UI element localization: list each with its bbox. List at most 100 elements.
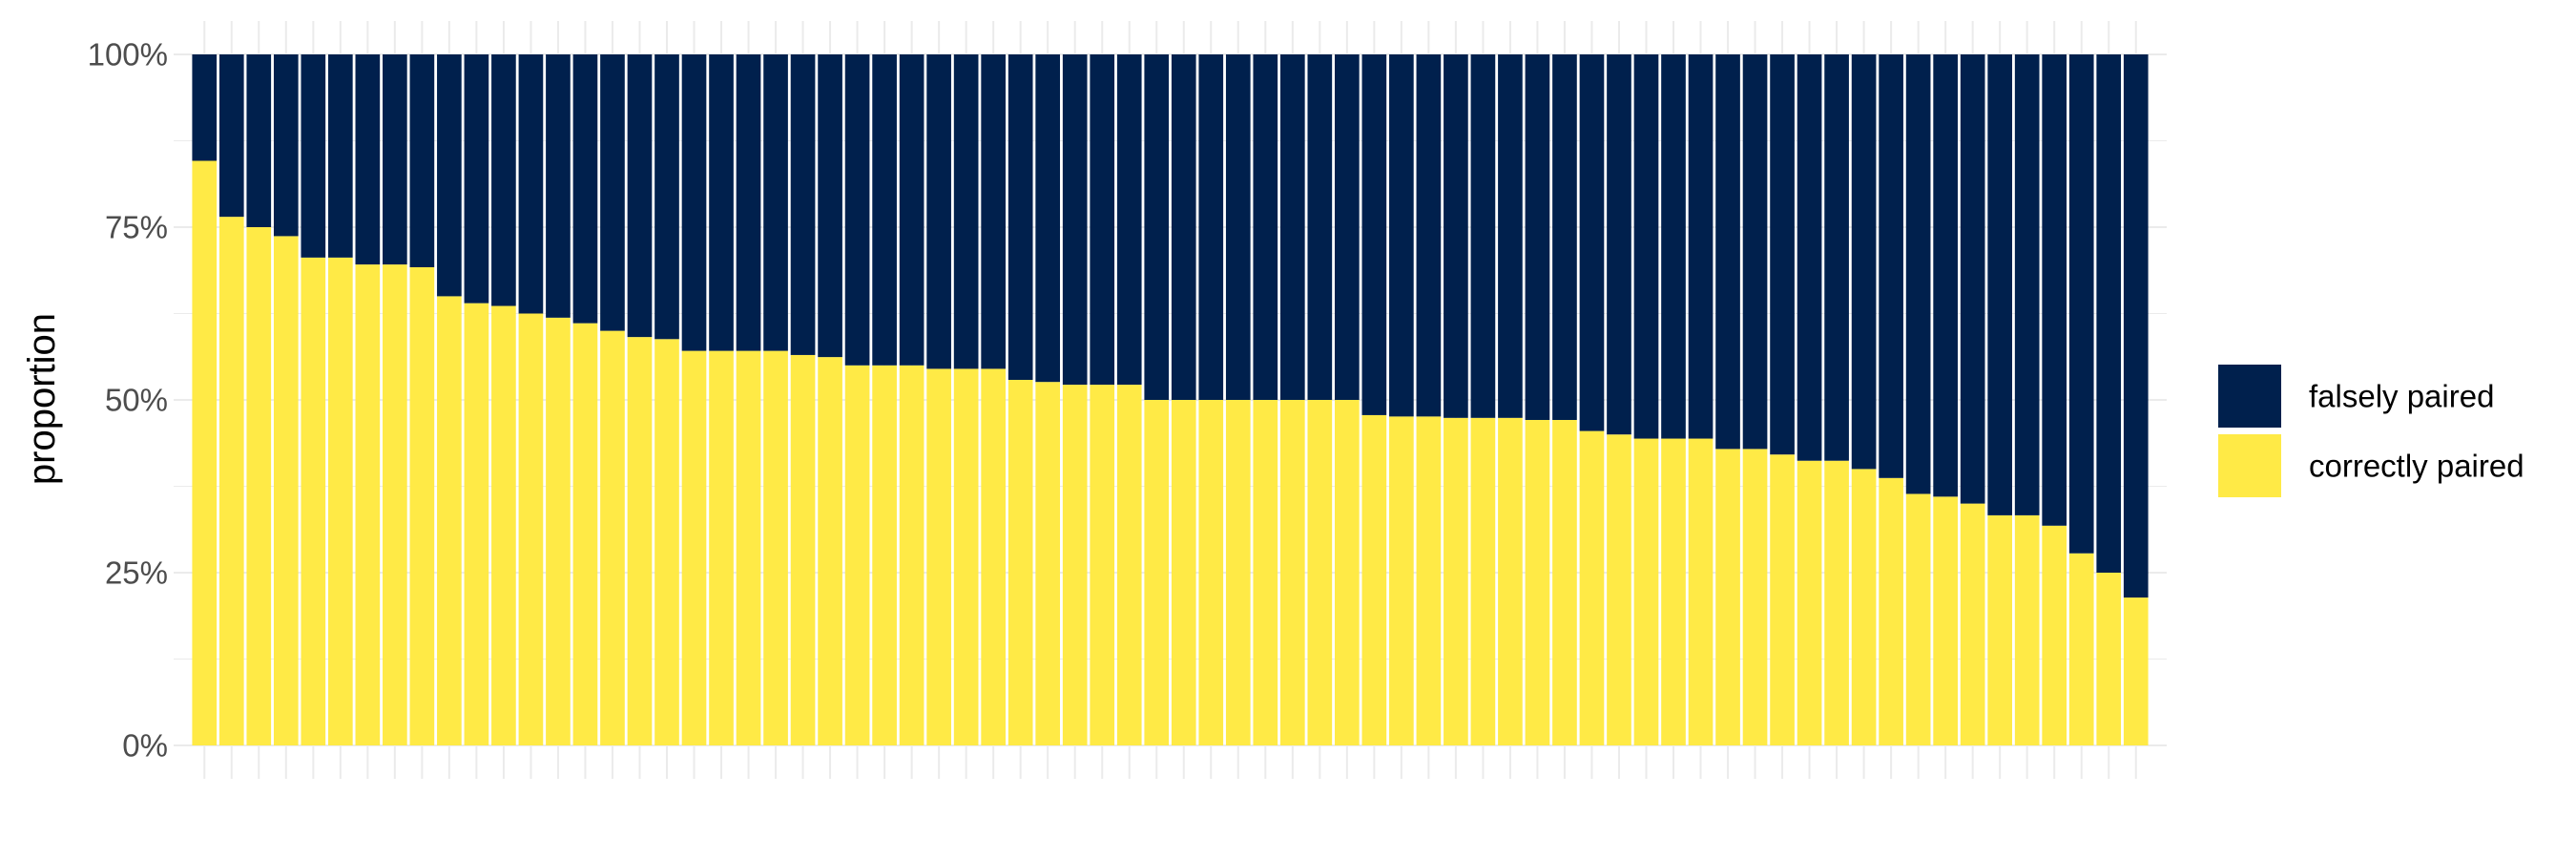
legend-label-falsely-paired: falsely paired [2309, 379, 2494, 414]
bar-correctly-paired [1688, 438, 1714, 745]
bar-falsely-paired [192, 54, 218, 161]
bar-correctly-paired [1552, 419, 1577, 745]
bar-falsely-paired [2014, 54, 2040, 515]
bar-correctly-paired [1633, 438, 1659, 745]
bar-falsely-paired [246, 54, 272, 227]
bar-falsely-paired [1279, 54, 1305, 400]
bar-falsely-paired [1987, 54, 2013, 515]
bar-correctly-paired [1090, 385, 1115, 745]
bar-correctly-paired [1116, 385, 1142, 745]
bar-falsely-paired [491, 54, 516, 306]
bar-correctly-paired [1905, 493, 1931, 745]
bar-correctly-paired [709, 350, 734, 745]
bar-correctly-paired [2042, 525, 2067, 745]
bar-falsely-paired [383, 54, 407, 265]
bar-correctly-paired [546, 317, 571, 745]
bar-falsely-paired [1633, 54, 1659, 439]
bar-falsely-paired [872, 54, 897, 366]
bar-correctly-paired [844, 365, 870, 745]
bar-correctly-paired [2123, 597, 2149, 745]
bar-falsely-paired [627, 54, 653, 338]
bar-falsely-paired [1960, 54, 1985, 504]
bar-falsely-paired [546, 54, 571, 318]
bar-correctly-paired [491, 305, 516, 745]
bar-falsely-paired [1770, 54, 1795, 455]
bar-correctly-paired [1062, 385, 1088, 745]
bar-correctly-paired [383, 264, 407, 745]
bar-correctly-paired [818, 357, 842, 745]
bar-falsely-paired [1498, 54, 1523, 418]
bar-correctly-paired [1279, 400, 1305, 745]
bar-falsely-paired [1905, 54, 1931, 494]
bar-correctly-paired [1389, 416, 1414, 745]
bar-falsely-paired [1525, 54, 1550, 420]
bar-correctly-paired [1008, 380, 1033, 745]
bar-correctly-paired [627, 337, 653, 745]
bar-correctly-paired [1824, 460, 1849, 745]
bar-falsely-paired [1879, 54, 1903, 478]
bar-correctly-paired [1579, 430, 1605, 745]
bar-falsely-paired [1661, 54, 1686, 439]
bar-correctly-paired [1416, 416, 1442, 745]
bar-correctly-paired [1035, 382, 1061, 745]
bars-layer [192, 54, 2149, 746]
bar-correctly-paired [192, 160, 218, 746]
bar-falsely-paired [1225, 54, 1251, 400]
bar-falsely-paired [1715, 54, 1740, 450]
bar-falsely-paired [1008, 54, 1033, 381]
bar-falsely-paired [301, 54, 326, 258]
y-tick-label: 100% [88, 37, 168, 73]
bar-correctly-paired [681, 350, 707, 745]
bar-correctly-paired [1525, 419, 1550, 745]
bar-falsely-paired [1607, 54, 1631, 435]
legend-key-falsely-paired [2218, 365, 2281, 428]
bar-falsely-paired [1389, 54, 1414, 417]
bar-correctly-paired [763, 350, 788, 745]
bar-correctly-paired [1198, 400, 1224, 745]
bar-falsely-paired [355, 54, 381, 265]
y-tick-label: 0% [122, 728, 168, 764]
bar-correctly-paired [953, 368, 979, 745]
bar-falsely-paired [327, 54, 353, 258]
bar-falsely-paired [1470, 54, 1496, 418]
y-axis-title: proportion [21, 313, 63, 485]
bar-falsely-paired [790, 54, 816, 355]
bar-correctly-paired [437, 296, 462, 745]
bar-falsely-paired [1062, 54, 1088, 386]
y-tick-label: 50% [105, 383, 168, 418]
bar-falsely-paired [1335, 54, 1360, 400]
bar-correctly-paired [1987, 514, 2013, 745]
bar-falsely-paired [2096, 54, 2122, 573]
bar-correctly-paired [1225, 400, 1251, 745]
bar-correctly-paired [1770, 454, 1795, 745]
bar-falsely-paired [518, 54, 544, 314]
bar-falsely-paired [1198, 54, 1224, 400]
bar-falsely-paired [2068, 54, 2094, 554]
bar-falsely-paired [273, 54, 299, 237]
bar-falsely-paired [1307, 54, 1333, 400]
bar-correctly-paired [1742, 449, 1768, 745]
bar-correctly-paired [1851, 469, 1877, 745]
bar-falsely-paired [1035, 54, 1061, 383]
bar-falsely-paired [1444, 54, 1468, 418]
bar-falsely-paired [844, 54, 870, 366]
bar-correctly-paired [1171, 400, 1196, 745]
bar-falsely-paired [218, 54, 244, 218]
bar-falsely-paired [899, 54, 924, 366]
bar-correctly-paired [355, 264, 381, 745]
bar-falsely-paired [709, 54, 734, 351]
bar-correctly-paired [327, 257, 353, 745]
bar-correctly-paired [1361, 414, 1387, 745]
bar-correctly-paired [1715, 449, 1740, 745]
bar-correctly-paired [1444, 417, 1468, 745]
bar-correctly-paired [2096, 573, 2122, 745]
bar-falsely-paired [437, 54, 462, 297]
legend-key-correctly-paired [2218, 434, 2281, 497]
bar-falsely-paired [681, 54, 707, 351]
bar-correctly-paired [1498, 417, 1523, 745]
bar-falsely-paired [1416, 54, 1442, 417]
bar-falsely-paired [1361, 54, 1387, 415]
bar-falsely-paired [763, 54, 788, 351]
